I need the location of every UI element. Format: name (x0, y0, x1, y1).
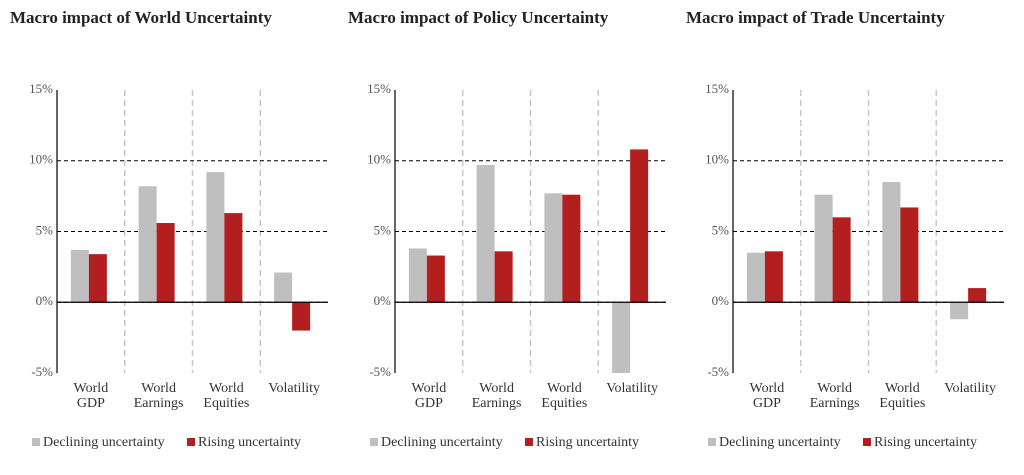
x-tick-label: World Equities (541, 381, 588, 411)
bar (746, 252, 765, 303)
bar (224, 213, 243, 303)
legend-item: Rising uncertainty (863, 435, 977, 451)
legend-label: Declining uncertainty (43, 435, 165, 450)
bar (408, 248, 427, 303)
y-tick-label: -5% (369, 364, 391, 379)
y-tick-label: 0% (712, 293, 730, 308)
bar (206, 172, 225, 303)
x-tick-label: Volatility (606, 381, 659, 396)
bar (612, 302, 631, 373)
bar (156, 223, 175, 303)
bar (882, 181, 901, 303)
y-tick-label: 15% (29, 81, 53, 96)
y-tick-label: 5% (374, 222, 392, 237)
y-tick-label: 5% (712, 222, 730, 237)
bar (630, 149, 649, 303)
legend-swatch (708, 438, 716, 446)
x-tick-label: World Earnings (133, 381, 184, 411)
chart-title: Macro impact of Trade Uncertainty (686, 8, 945, 27)
y-tick-label: 15% (705, 81, 729, 96)
bar (292, 302, 311, 331)
x-tick-label: World Earnings (471, 381, 522, 411)
bar (426, 255, 445, 303)
x-tick-label: World Equities (203, 381, 250, 411)
bar (274, 272, 293, 303)
y-tick-label: 0% (374, 293, 392, 308)
legend-swatch (863, 438, 871, 446)
bar (494, 251, 513, 303)
x-tick-label: World Equities (879, 381, 926, 411)
legend-label: Rising uncertainty (198, 435, 302, 450)
legend-item: Rising uncertainty (187, 435, 301, 451)
bar (832, 217, 851, 303)
plot: -5% 0% 5% 10% 15% (367, 81, 666, 379)
y-tick-label: 5% (36, 222, 54, 237)
plot: -5% 0% 5% 10% 15% (29, 81, 328, 379)
bar (900, 207, 919, 303)
x-tick-label: Volatility (268, 381, 321, 396)
bar (968, 288, 987, 303)
legend-item: Declining uncertainty (370, 435, 503, 451)
bar (764, 251, 783, 303)
legend-swatch (187, 438, 195, 446)
legend-label: Rising uncertainty (874, 435, 978, 450)
bar (562, 194, 581, 303)
y-tick-label: 0% (36, 293, 54, 308)
legend-label: Declining uncertainty (381, 435, 503, 450)
x-tick-label: Volatility (944, 381, 997, 396)
x-tick-label: World GDP (73, 381, 109, 411)
legend-swatch (525, 438, 533, 446)
x-tick-label: World GDP (749, 381, 785, 411)
y-tick-label: 15% (367, 81, 391, 96)
bar (950, 302, 969, 320)
y-tick-label: -5% (31, 364, 53, 379)
y-tick-label: 10% (705, 152, 729, 167)
legend-label: Rising uncertainty (536, 435, 640, 450)
bar (88, 254, 107, 303)
chart-panel: Macro impact of Trade Uncertainty -5% 0% 5%… (676, 0, 1016, 475)
bar (138, 186, 157, 303)
legend-swatch (32, 438, 40, 446)
x-tick-label: World Earnings (809, 381, 860, 411)
legend-swatch (370, 438, 378, 446)
y-tick-label: 10% (367, 152, 391, 167)
legend-item: Rising uncertainty (525, 435, 639, 451)
bar (476, 164, 495, 303)
legend-item: Declining uncertainty (32, 435, 165, 451)
legend-item: Declining uncertainty (708, 435, 841, 451)
chart-title: Macro impact of Policy Uncertainty (348, 8, 609, 27)
y-tick-label: -5% (707, 364, 729, 379)
y-tick-label: 10% (29, 152, 53, 167)
chart-panel: Macro impact of Policy Uncertainty -5% 0% 5… (338, 0, 678, 475)
bar (70, 249, 89, 303)
chart-panel: Macro impact of World Uncertainty -5% 0% 5%… (0, 0, 340, 475)
x-tick-label: World GDP (411, 381, 447, 411)
chart-title: Macro impact of World Uncertainty (10, 8, 272, 27)
bar (544, 193, 563, 303)
plot: -5% 0% 5% 10% 15% (705, 81, 1004, 379)
bar (814, 194, 833, 303)
legend-label: Declining uncertainty (719, 435, 841, 450)
